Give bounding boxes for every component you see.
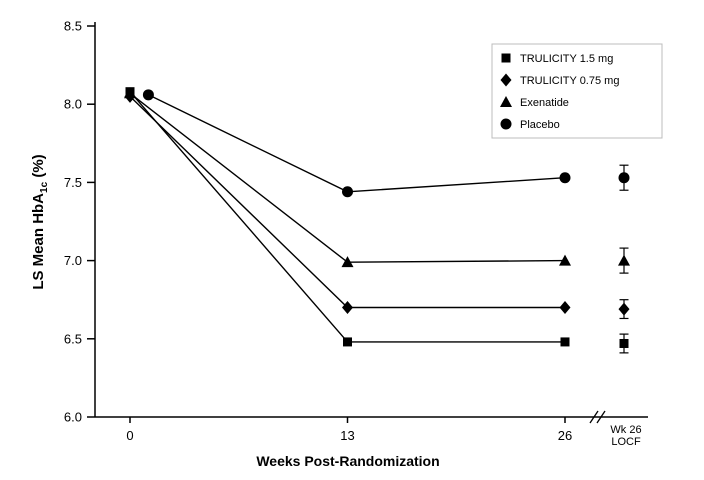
legend-label-placebo: Placebo <box>520 119 560 131</box>
series-line-trulicity-0-75-mg <box>129 95 565 309</box>
data-marker-circle-placebo <box>142 89 154 101</box>
y-tick-label: 7.0 <box>64 253 82 268</box>
data-marker-triangle-exenatide <box>559 254 571 266</box>
y-axis-label-text: LS Mean HbA <box>30 192 47 290</box>
data-marker-square-trulicity-1-5-mg <box>343 337 352 347</box>
y-tick-label: 6.5 <box>64 331 82 346</box>
y-axis-label: LS Mean HbA1c (%) <box>30 154 50 289</box>
legend-marker-diamond <box>500 73 512 87</box>
legend-box <box>491 43 663 139</box>
data-marker-circle-placebo <box>559 172 571 184</box>
series-line-placebo <box>148 94 566 193</box>
x-axis-label: Weeks Post-Randomization <box>256 453 440 469</box>
locf-marker-diamond-trulicity-0-75-mg <box>618 302 630 316</box>
axis-break-slash <box>589 410 599 424</box>
legend-label-trulicity-0-75-mg: TRULICITY 0.75 mg <box>520 75 619 87</box>
x-tick-label: 26 <box>558 428 572 443</box>
legend-label-trulicity-1-5-mg: TRULICITY 1.5 mg <box>520 53 613 65</box>
data-marker-square-trulicity-1-5-mg <box>560 337 570 347</box>
y-tick-label: 6.0 <box>64 410 82 425</box>
data-marker-diamond-trulicity-0-75-mg <box>342 301 353 315</box>
y-axis-label-subscript: 1c <box>39 181 50 193</box>
data-marker-diamond-trulicity-0-75-mg <box>559 301 571 315</box>
y-tick-label: 7.5 <box>64 175 82 190</box>
legend-marker-circle <box>500 118 512 130</box>
locf-marker-triangle-exenatide <box>618 254 630 266</box>
x-tick-label: 13 <box>340 428 354 443</box>
locf-marker-circle-placebo <box>618 172 630 184</box>
x-tick-label: 0 <box>126 428 133 443</box>
legend-marker-triangle <box>500 96 512 107</box>
data-marker-circle-placebo <box>342 186 353 198</box>
y-tick-label: 8.0 <box>64 97 82 112</box>
legend-marker-square <box>501 53 511 63</box>
data-marker-triangle-exenatide <box>124 87 136 99</box>
locf-marker-square-trulicity-1-5-mg <box>619 338 629 348</box>
series-line-exenatide <box>129 92 566 263</box>
data-marker-triangle-exenatide <box>341 256 354 268</box>
locf-column-label: LOCF <box>611 436 641 448</box>
legend-label-exenatide: Exenatide <box>520 97 569 109</box>
y-axis-label-unit: (%) <box>30 154 47 182</box>
locf-column-label: Wk 26 <box>610 424 641 436</box>
axis-break-slash <box>596 410 606 424</box>
y-tick-label: 8.5 <box>64 19 82 34</box>
